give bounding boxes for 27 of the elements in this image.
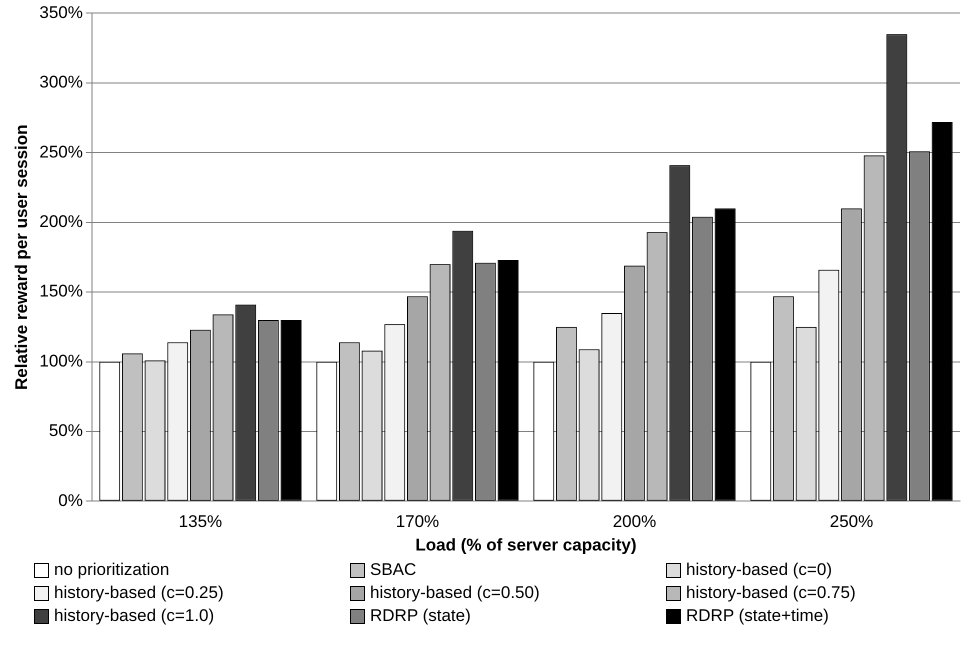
legend-label: history-based (c=0): [686, 560, 832, 580]
legend-label: history-based (c=0.25): [54, 583, 224, 603]
y-tick-label: 250%: [39, 142, 83, 162]
y-tick-label: 0%: [58, 490, 83, 510]
legend-label: no prioritization: [54, 560, 170, 580]
legend-label: RDRP (state+time): [686, 606, 829, 626]
legend-label: RDRP (state): [370, 606, 471, 626]
y-tick-label: 200%: [39, 212, 83, 232]
x-tick-label: 200%: [612, 512, 656, 532]
y-tick-label: 350%: [39, 2, 83, 22]
bar: [714, 208, 736, 501]
y-tick-label: 150%: [39, 282, 83, 301]
bar: [932, 122, 953, 501]
y-axis-title: Relative reward per user session: [12, 124, 31, 390]
bar: [280, 320, 302, 501]
y-tick-label: 50%: [48, 421, 83, 440]
legend-label: history-based (c=1.0): [54, 606, 214, 626]
legend-label: history-based (c=0.75): [686, 583, 856, 603]
bar: [498, 260, 519, 501]
y-tick-label: 300%: [39, 72, 83, 92]
x-tick-label: 135%: [178, 512, 222, 532]
x-tick-label: 170%: [396, 512, 440, 532]
legend-label: SBAC: [370, 560, 416, 580]
y-tick-label: 100%: [39, 351, 83, 370]
x-axis-title: Load (% of server capacity): [415, 535, 636, 554]
legend-label: history-based (c=0.50): [370, 583, 540, 603]
x-tick-label: 250%: [830, 512, 874, 532]
